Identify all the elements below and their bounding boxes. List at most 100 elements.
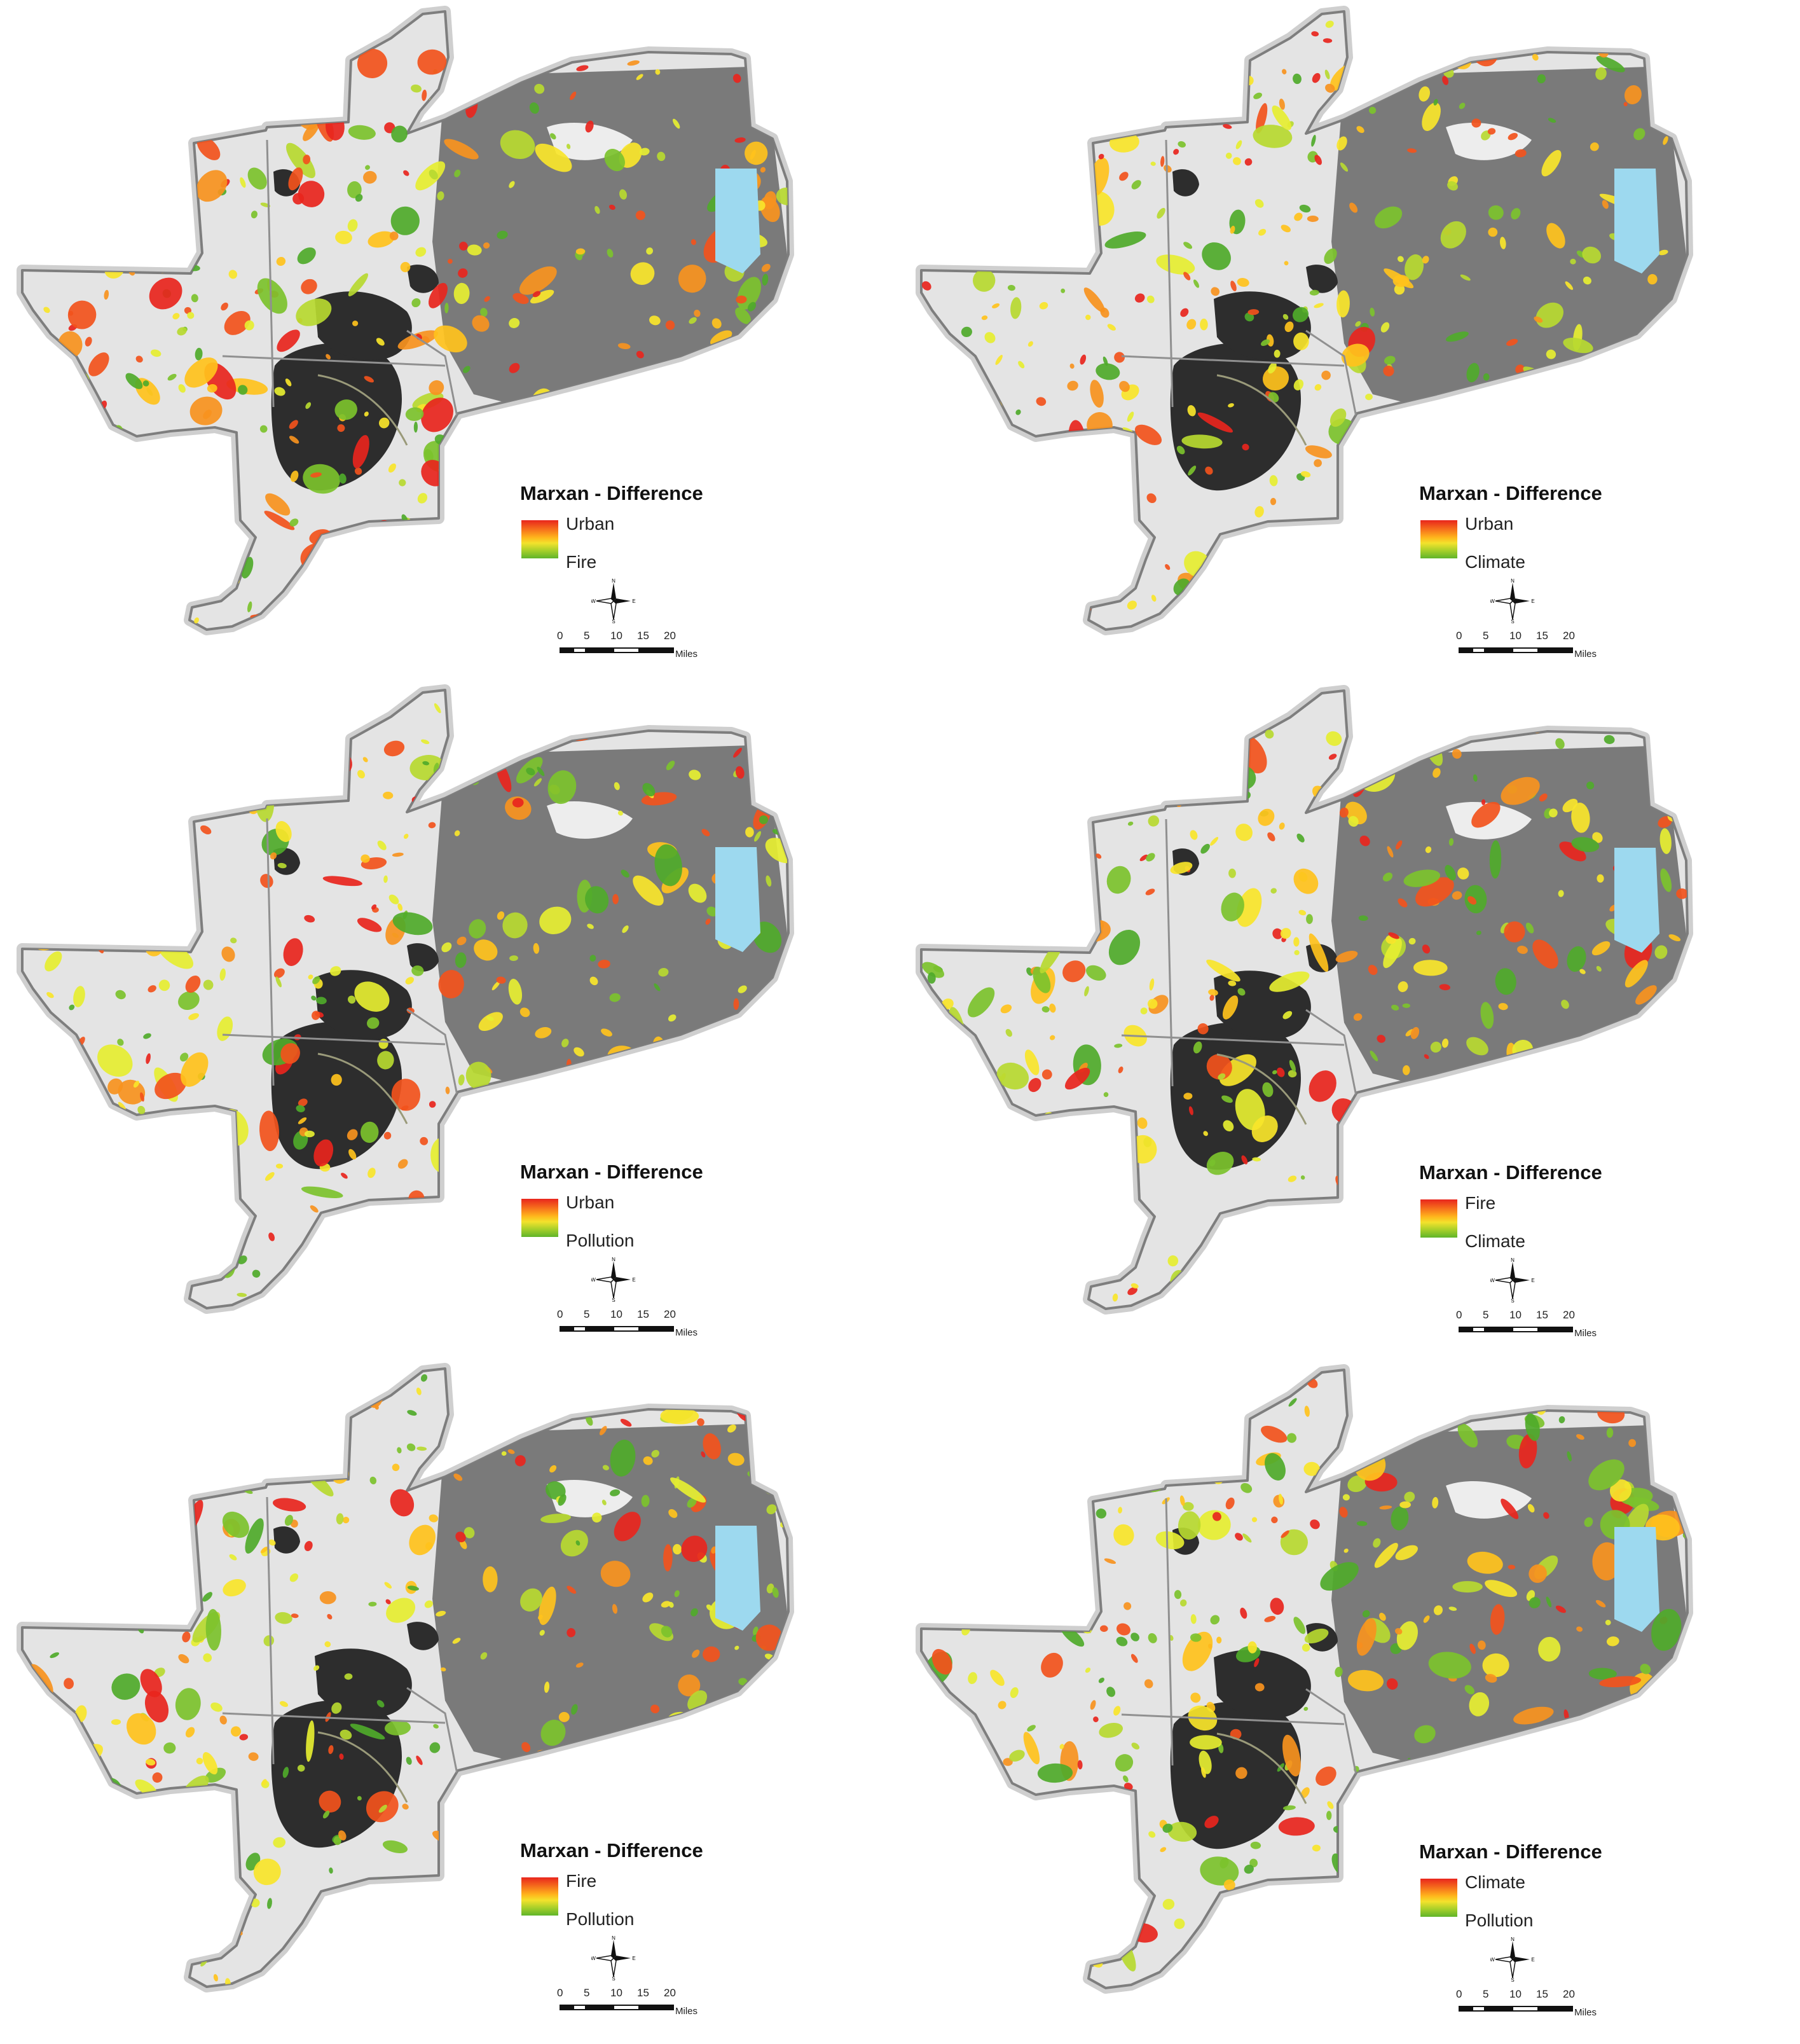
difference-patch [736, 295, 747, 304]
difference-patch [1131, 180, 1141, 190]
difference-patch [1203, 1450, 1210, 1460]
difference-patch [457, 936, 467, 946]
difference-patch [640, 1076, 653, 1089]
difference-patch [1242, 1533, 1252, 1543]
difference-patch [1515, 149, 1527, 158]
difference-patch [710, 330, 732, 346]
difference-patch [1010, 297, 1022, 319]
difference-patch [440, 1667, 446, 1672]
difference-patch [1221, 1095, 1233, 1103]
difference-patch [650, 1704, 660, 1714]
difference-patch [1130, 1654, 1138, 1663]
difference-patch [954, 18, 979, 43]
difference-patch [164, 442, 170, 455]
difference-patch [1017, 920, 1027, 929]
difference-patch [755, 1624, 783, 1651]
difference-patch [1282, 1805, 1296, 1811]
difference-patch [954, 1598, 964, 1607]
difference-patch [750, 1238, 762, 1246]
region-map [17, 1363, 794, 1992]
difference-patch [1326, 1811, 1332, 1820]
difference-patch [312, 976, 320, 984]
scale-tick-label: 5 [584, 630, 590, 642]
difference-patch [1542, 1933, 1549, 1942]
difference-patch [1107, 324, 1116, 331]
difference-patch [1251, 1517, 1258, 1523]
difference-patch [1417, 1409, 1426, 1419]
difference-patch [121, 1965, 128, 1972]
difference-patch [778, 1464, 785, 1472]
difference-patch [177, 1137, 193, 1159]
difference-patch [385, 1720, 411, 1736]
difference-patch [27, 98, 32, 104]
difference-patch [1083, 1210, 1097, 1220]
scale-tick-label: 10 [1509, 630, 1522, 642]
difference-patch [1197, 1023, 1209, 1035]
difference-patch [673, 118, 680, 129]
difference-patch [931, 1145, 940, 1150]
difference-patch [1418, 1294, 1427, 1304]
scale-tick-label: 10 [610, 1987, 622, 1999]
difference-patch [352, 435, 369, 469]
difference-patch [673, 1543, 682, 1555]
difference-patch [53, 426, 93, 443]
difference-patch [946, 1226, 957, 1235]
difference-patch [363, 170, 377, 184]
difference-patch [1293, 1617, 1306, 1634]
difference-patch [997, 450, 1028, 485]
difference-patch [755, 1300, 766, 1308]
difference-patch [497, 1849, 514, 1864]
difference-patch [1073, 577, 1080, 586]
difference-patch [1253, 92, 1262, 99]
difference-patch [1254, 199, 1264, 208]
difference-patch [41, 782, 65, 807]
difference-patch [982, 719, 1010, 748]
difference-patch [1629, 355, 1639, 364]
difference-patch [1326, 534, 1333, 545]
difference-patch [1137, 1117, 1148, 1129]
difference-patch [1535, 302, 1563, 328]
difference-patch [472, 315, 490, 332]
difference-patch [1658, 353, 1668, 361]
difference-patch [921, 1164, 938, 1197]
difference-patch [310, 1205, 319, 1213]
difference-patch [1000, 1004, 1012, 1014]
difference-patch [633, 1389, 640, 1401]
difference-patch [1491, 431, 1501, 437]
difference-patch [1165, 564, 1171, 570]
difference-patch [599, 1426, 607, 1435]
difference-patch [264, 511, 295, 530]
difference-patch [1252, 1157, 1261, 1162]
difference-patch [273, 1498, 306, 1512]
difference-patch [1098, 153, 1104, 160]
difference-patch [1294, 212, 1303, 221]
difference-patch [1223, 1879, 1235, 1891]
difference-patch [1432, 768, 1441, 778]
color-ramp [521, 1199, 558, 1237]
difference-patch [1279, 99, 1285, 110]
difference-patch [289, 1573, 299, 1582]
difference-patch [1014, 883, 1026, 892]
difference-patch [1119, 172, 1129, 181]
difference-patch [962, 1961, 1000, 1977]
difference-patch [177, 214, 191, 226]
difference-patch [1223, 586, 1228, 594]
difference-patch [1271, 1281, 1282, 1289]
difference-patch [1445, 864, 1456, 881]
difference-patch [1651, 399, 1663, 409]
difference-patch [1639, 34, 1644, 40]
difference-patch [560, 1530, 588, 1557]
difference-patch [1608, 1759, 1631, 1786]
difference-patch [1347, 1669, 1384, 1692]
difference-patch [1555, 738, 1565, 749]
difference-patch [98, 852, 125, 888]
difference-patch [1146, 295, 1155, 303]
difference-patch [728, 1255, 754, 1285]
difference-patch [1010, 1192, 1045, 1214]
difference-patch [92, 1897, 97, 1903]
scale-tick-label: 0 [1456, 1309, 1462, 1321]
difference-patch [411, 84, 422, 93]
difference-patch [1280, 928, 1291, 939]
difference-patch [65, 424, 100, 436]
difference-patch [283, 938, 303, 966]
